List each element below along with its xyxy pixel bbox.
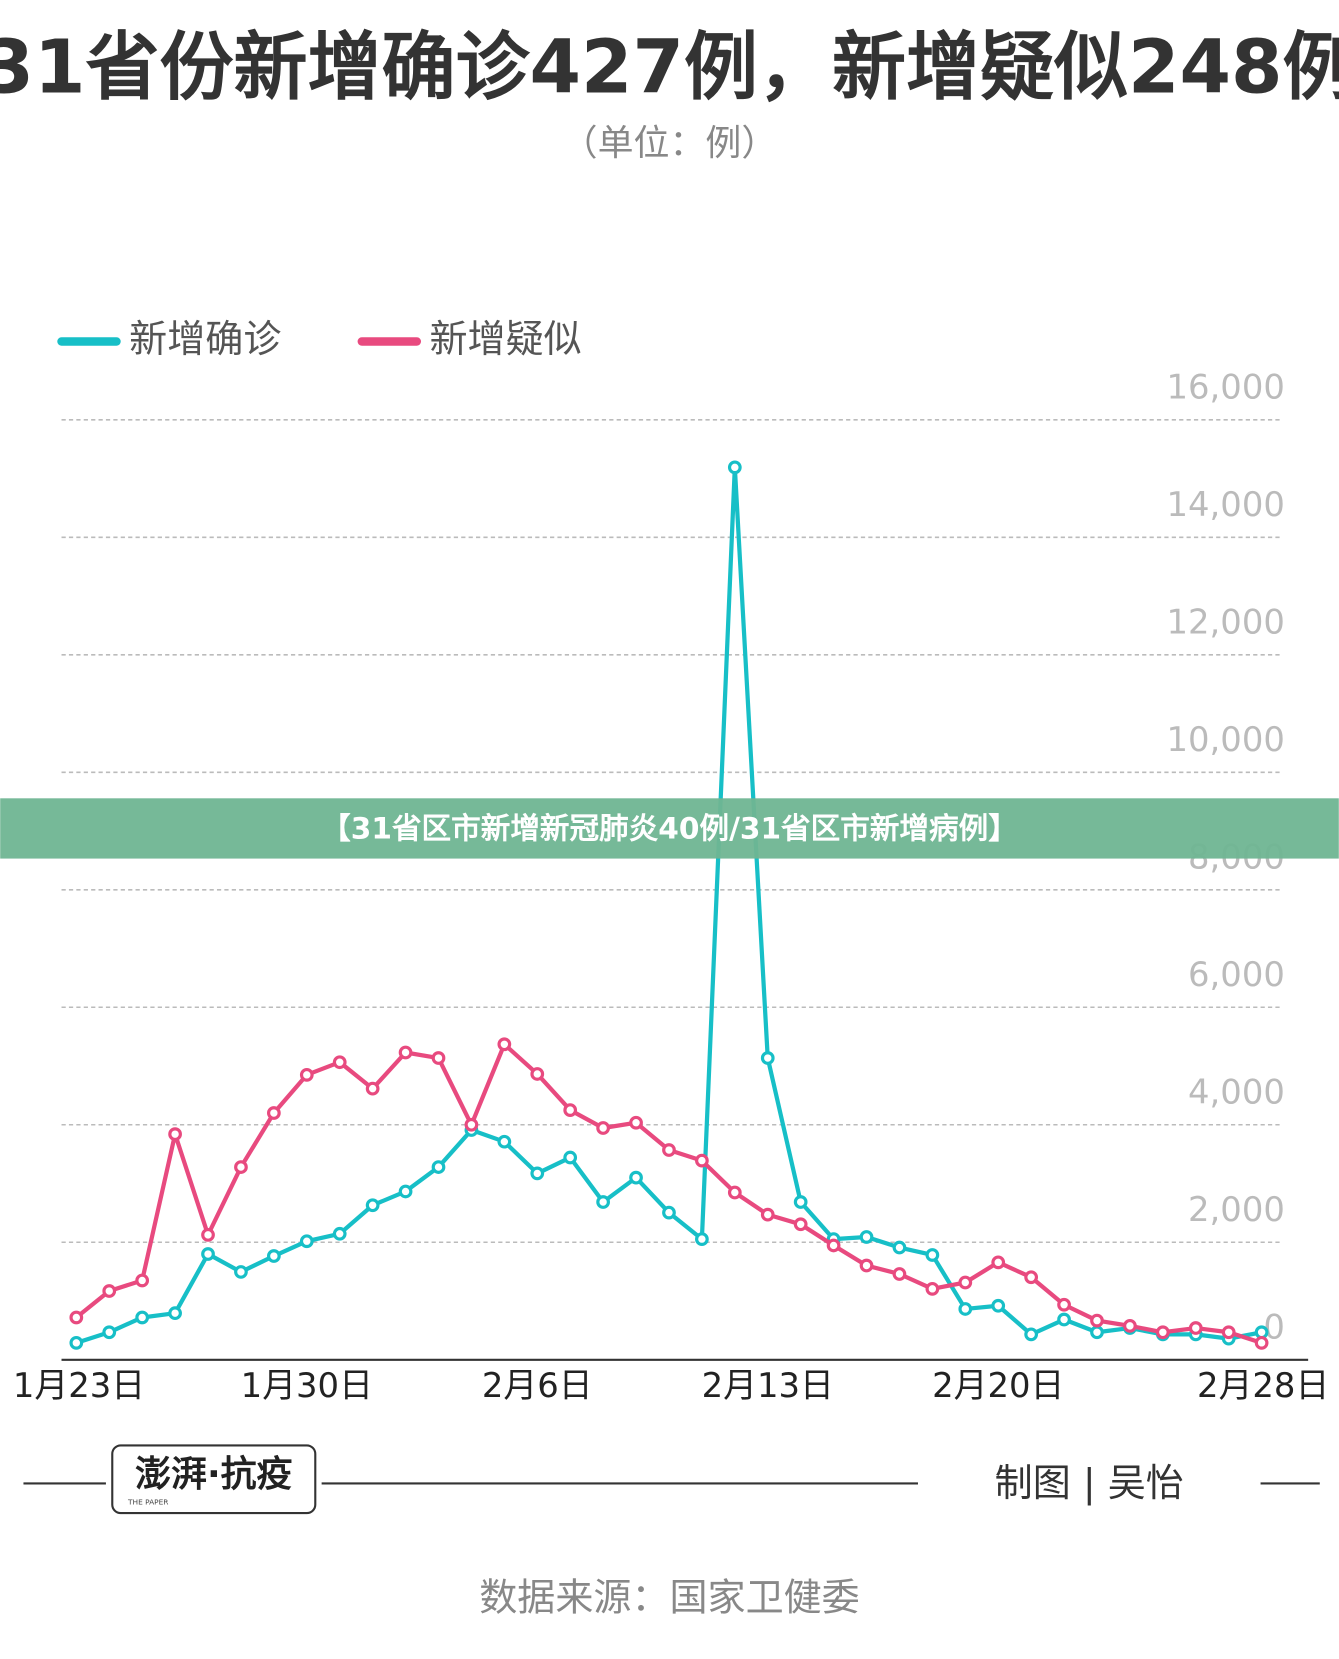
data-point bbox=[563, 1103, 578, 1117]
data-point bbox=[1057, 1312, 1071, 1327]
data-point bbox=[662, 1205, 676, 1220]
data-point bbox=[958, 1302, 973, 1316]
data-point bbox=[69, 1335, 84, 1350]
data-point bbox=[629, 1170, 643, 1185]
data-point bbox=[662, 1143, 676, 1157]
data-point bbox=[826, 1238, 841, 1253]
data-point bbox=[332, 1055, 347, 1070]
x-tick-label: 2月28日 bbox=[1197, 1366, 1329, 1405]
legend-label: 新增疑似 bbox=[429, 317, 581, 361]
x-tick-label: 2月6日 bbox=[482, 1366, 593, 1405]
plot: 02,0004,0006,0008,00010,00012,00014,0001… bbox=[13, 368, 1329, 1405]
series-line bbox=[74, 1042, 1263, 1345]
data-point bbox=[563, 1150, 578, 1165]
data-point bbox=[201, 1247, 215, 1261]
y-tick-label: 12,000 bbox=[1167, 603, 1285, 642]
data-point bbox=[1221, 1325, 1236, 1340]
data-point bbox=[596, 1121, 610, 1135]
x-tick-label: 1月23日 bbox=[13, 1366, 145, 1405]
credit: 制图 | 吴怡 bbox=[995, 1461, 1184, 1506]
data-point bbox=[892, 1240, 907, 1255]
data-point bbox=[135, 1273, 150, 1288]
chart-subtitle: （单位：例） bbox=[562, 123, 778, 164]
y-tick-label: 10,000 bbox=[1167, 720, 1285, 759]
data-point bbox=[1090, 1313, 1104, 1328]
data-point bbox=[760, 1051, 775, 1065]
data-point bbox=[464, 1117, 479, 1132]
data-point bbox=[727, 460, 742, 475]
x-tick-label: 1月30日 bbox=[241, 1366, 373, 1405]
banner: 【31省区市新增新冠肺炎40例/31省区市新增病例】 bbox=[321, 812, 1018, 846]
data-point bbox=[102, 1284, 117, 1298]
data-point bbox=[431, 1160, 446, 1174]
y-tick-label: 0 bbox=[1263, 1308, 1285, 1347]
data-point bbox=[398, 1184, 413, 1199]
source: 数据来源：国家卫健委 bbox=[479, 1575, 859, 1619]
data-point bbox=[1090, 1325, 1104, 1340]
data-point bbox=[859, 1258, 874, 1273]
data-point bbox=[859, 1230, 874, 1244]
data-point bbox=[234, 1265, 248, 1279]
data-point bbox=[497, 1037, 512, 1052]
legend-label: 新增确诊 bbox=[129, 317, 281, 361]
data-point bbox=[266, 1249, 281, 1263]
data-point bbox=[497, 1134, 512, 1149]
data-point bbox=[299, 1234, 314, 1249]
data-point bbox=[892, 1267, 907, 1281]
data-point bbox=[958, 1275, 973, 1290]
data-point bbox=[398, 1045, 413, 1060]
data-point bbox=[1057, 1297, 1071, 1312]
data-point bbox=[1254, 1335, 1269, 1350]
data-point bbox=[596, 1195, 610, 1209]
x-tick-label: 2月13日 bbox=[702, 1366, 834, 1405]
data-point bbox=[299, 1067, 314, 1082]
data-point bbox=[102, 1325, 117, 1340]
data-point bbox=[1254, 1325, 1269, 1340]
logo-sub: THE PAPER bbox=[127, 1498, 168, 1507]
data-point bbox=[234, 1160, 248, 1174]
data-point bbox=[332, 1226, 347, 1241]
logo-box bbox=[111, 1444, 317, 1515]
data-point bbox=[431, 1051, 446, 1065]
y-tick-label: 2,000 bbox=[1188, 1190, 1285, 1229]
y-tick-label: 16,000 bbox=[1167, 368, 1285, 407]
data-point bbox=[925, 1248, 940, 1262]
data-point bbox=[69, 1310, 84, 1325]
data-point bbox=[201, 1227, 215, 1242]
chart-title: 31省份新增确诊427例，新增疑似248例 bbox=[0, 24, 1339, 110]
data-point bbox=[168, 1306, 182, 1321]
y-tick-label: 4,000 bbox=[1188, 1073, 1285, 1112]
logo: 澎湃·抗疫 bbox=[135, 1453, 292, 1495]
data-point bbox=[365, 1198, 380, 1213]
data-point bbox=[925, 1281, 940, 1296]
data-point bbox=[1024, 1327, 1039, 1342]
banner-bg bbox=[0, 798, 1339, 859]
data-point bbox=[629, 1115, 643, 1130]
data-point bbox=[695, 1153, 709, 1168]
data-point bbox=[530, 1067, 545, 1081]
y-tick-label: 6,000 bbox=[1188, 955, 1285, 994]
data-point bbox=[365, 1081, 380, 1096]
data-point bbox=[727, 1185, 742, 1200]
data-point bbox=[991, 1298, 1006, 1313]
data-point bbox=[760, 1207, 775, 1222]
y-tick-label: 14,000 bbox=[1167, 485, 1285, 524]
data-point bbox=[1155, 1325, 1170, 1340]
data-point bbox=[991, 1255, 1006, 1270]
data-point bbox=[1123, 1318, 1137, 1333]
data-point bbox=[793, 1195, 808, 1209]
data-point bbox=[793, 1217, 808, 1232]
data-point bbox=[695, 1232, 709, 1246]
data-point bbox=[1024, 1270, 1039, 1285]
data-point bbox=[168, 1127, 182, 1142]
data-point bbox=[1188, 1321, 1203, 1335]
data-point bbox=[530, 1166, 545, 1181]
x-tick-label: 2月20日 bbox=[932, 1366, 1064, 1405]
data-point bbox=[266, 1106, 281, 1120]
data-point bbox=[135, 1310, 150, 1325]
